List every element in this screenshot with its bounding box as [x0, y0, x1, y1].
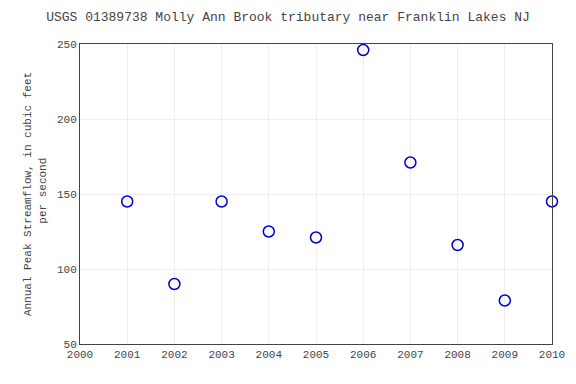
svg-text:2007: 2007 — [397, 349, 423, 361]
svg-text:Annual Peak Streamflow, in cub: Annual Peak Streamflow, in cubic feet pe… — [22, 72, 48, 316]
svg-text:2008: 2008 — [444, 349, 470, 361]
svg-text:150: 150 — [57, 189, 77, 201]
svg-text:2010: 2010 — [539, 349, 565, 361]
svg-text:100: 100 — [57, 264, 77, 276]
svg-text:2004: 2004 — [256, 349, 283, 361]
svg-text:2001: 2001 — [114, 349, 141, 361]
svg-text:2003: 2003 — [208, 349, 234, 361]
svg-text:2006: 2006 — [350, 349, 376, 361]
svg-text:2002: 2002 — [161, 349, 187, 361]
svg-text:200: 200 — [57, 114, 77, 126]
svg-text:2005: 2005 — [303, 349, 329, 361]
svg-text:2009: 2009 — [492, 349, 518, 361]
svg-text:USGS 01389738 Molly Ann Brook: USGS 01389738 Molly Ann Brook tributary … — [46, 10, 530, 25]
svg-text:50: 50 — [64, 339, 77, 351]
svg-text:250: 250 — [57, 39, 77, 51]
svg-text:2000: 2000 — [67, 349, 93, 361]
